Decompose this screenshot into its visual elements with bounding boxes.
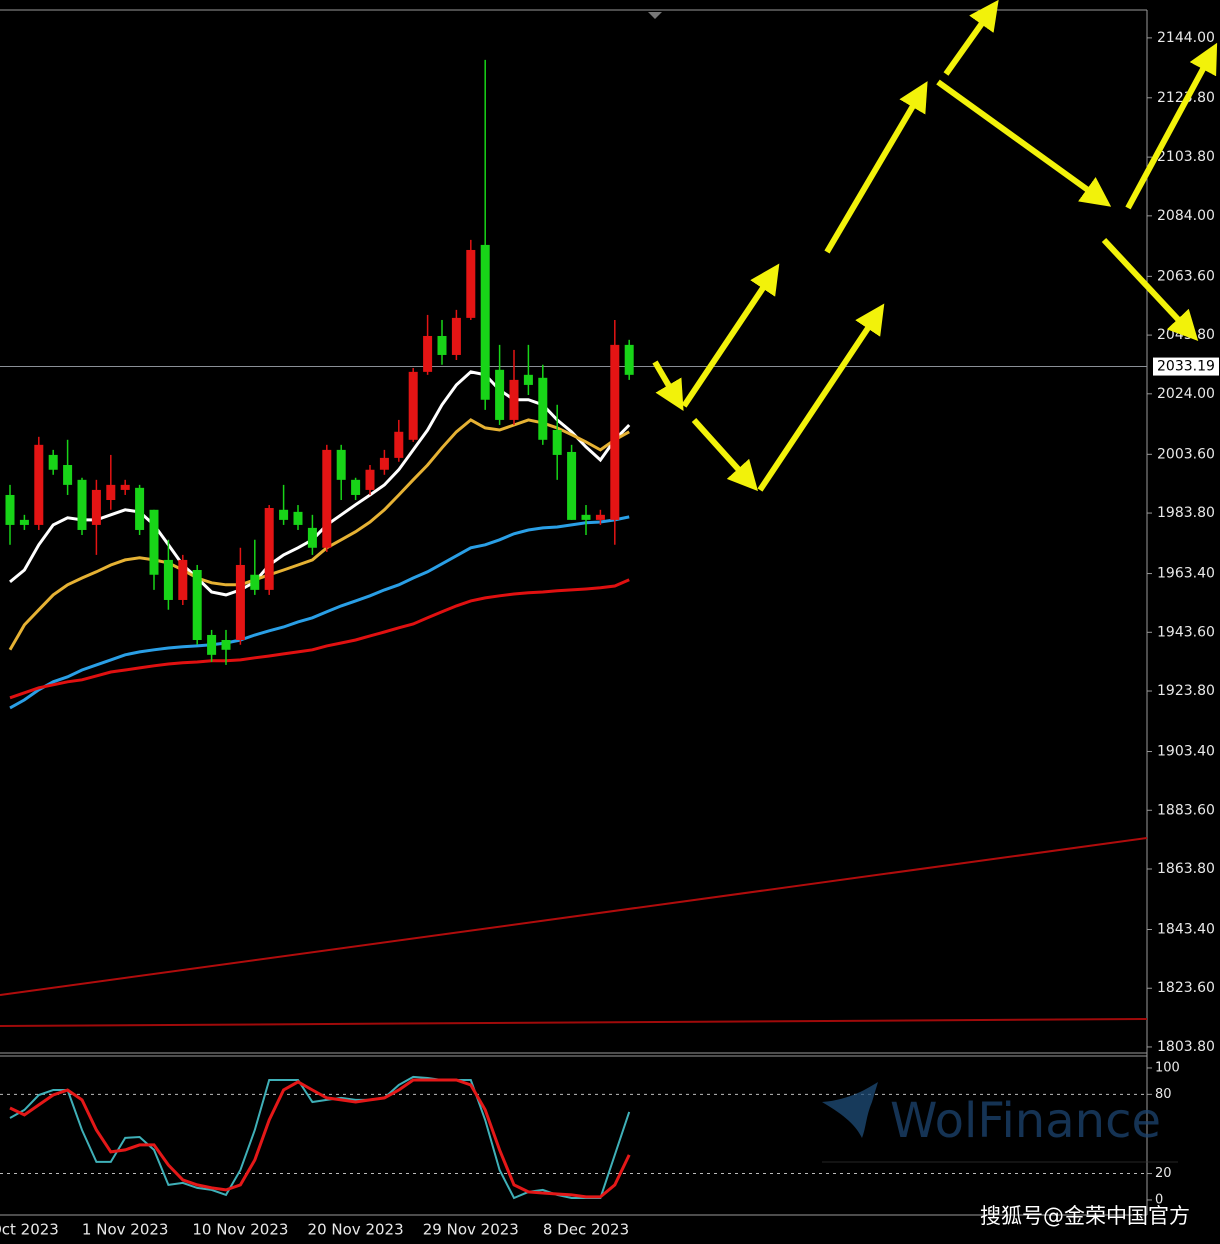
arrow: [757, 303, 885, 492]
last-price-label: 2033.19: [1157, 359, 1215, 375]
shift-marker: [648, 12, 662, 19]
y-tick-label: 80: [1155, 1087, 1172, 1102]
candle-body: [336, 449, 346, 480]
y-tick-label: 1923.80: [1157, 683, 1215, 699]
candle-body: [293, 511, 303, 525]
y-tick-label: 2084.00: [1157, 208, 1215, 224]
candle-body: [466, 249, 476, 318]
long-ma-line: [0, 1018, 1148, 1027]
x-tick-label: 1 Nov 2023: [82, 1221, 169, 1239]
candle-body: [552, 430, 562, 455]
candle-body: [264, 508, 274, 590]
candle-body: [235, 564, 245, 641]
candle-body: [624, 344, 634, 375]
y-tick-label: 2063.60: [1157, 268, 1215, 284]
y-tick-label: 2103.80: [1157, 149, 1215, 165]
forecast-arrows: [652, 0, 1218, 492]
trend-line: [0, 837, 1148, 996]
y-tick-label: 1943.60: [1157, 624, 1215, 640]
candle-body: [595, 514, 605, 520]
y-tick-label: 1883.60: [1157, 802, 1215, 818]
candle-body: [135, 487, 145, 530]
x-tick-label: 20 Nov 2023: [308, 1221, 404, 1239]
arrow: [691, 417, 759, 492]
moving-average: [9, 370, 631, 597]
y-tick-label: 1963.40: [1157, 566, 1215, 582]
candle-body: [423, 335, 433, 372]
candle-body: [451, 317, 461, 355]
candle-body: [495, 369, 505, 420]
candle-body: [34, 444, 44, 525]
watermark: WolFinance: [822, 1082, 1178, 1163]
candle-body: [538, 377, 548, 440]
candle-body: [365, 469, 375, 490]
y-tick-label: 2144.00: [1157, 30, 1215, 46]
watermark-text: WolFinance: [890, 1093, 1161, 1149]
candle-body: [610, 344, 620, 520]
watermark-logo: [822, 1082, 878, 1138]
arrow: [1125, 42, 1218, 210]
credit: 搜狐号@金荣中国官方: [980, 1204, 1190, 1228]
y-tick-label: 1983.80: [1157, 505, 1215, 521]
candle-body: [307, 527, 317, 548]
oscillator-line: [9, 1078, 631, 1199]
candle-body: [178, 559, 188, 600]
oscillator-line: [9, 1075, 631, 1200]
candle-body: [394, 431, 404, 458]
candle-body: [279, 509, 289, 520]
x-tick-label: 8 Dec 2023: [543, 1221, 629, 1239]
arrow: [943, 0, 999, 76]
candle-body: [106, 484, 116, 501]
arrow: [936, 79, 1112, 207]
y-tick-label: 1843.40: [1157, 921, 1215, 937]
last-price-box: [1153, 357, 1219, 376]
candle-body: [221, 640, 231, 650]
candle-body: [63, 465, 73, 485]
candle-body: [19, 519, 29, 525]
y-tick-label: 1823.60: [1157, 980, 1215, 996]
candle-body: [5, 494, 15, 525]
candle-body: [509, 379, 519, 420]
candle-body: [480, 244, 490, 400]
candle-body: [437, 335, 447, 355]
arrow: [652, 360, 684, 411]
candle-body: [567, 451, 577, 520]
candle-body: [48, 454, 58, 470]
arrow: [681, 263, 780, 408]
y-tick-label: 1863.80: [1157, 861, 1215, 877]
candle-body: [379, 457, 389, 470]
candle-body: [408, 371, 418, 440]
arrow: [1101, 237, 1199, 341]
candle-body: [77, 479, 87, 530]
candle-body: [581, 514, 591, 520]
candle-body: [163, 559, 173, 600]
candle-body: [149, 509, 159, 575]
arrow: [824, 81, 928, 254]
candle-body: [250, 574, 260, 590]
y-tick-label: 1803.80: [1157, 1039, 1215, 1055]
moving-average: [8, 418, 630, 651]
candle-body: [351, 479, 361, 495]
y-tick-label: 2024.00: [1157, 386, 1215, 402]
x-tick-label: 10 Nov 2023: [192, 1221, 288, 1239]
moving-average: [9, 578, 630, 700]
y-tick-label: 1903.40: [1157, 744, 1215, 760]
moving-average: [9, 515, 630, 710]
x-tick-label: Oct 2023: [0, 1221, 59, 1239]
y-tick-label: 100: [1155, 1060, 1180, 1075]
candle-body: [207, 634, 217, 655]
candle-body: [91, 489, 101, 525]
candle-body: [523, 374, 533, 385]
candle-body: [120, 484, 130, 490]
x-tick-label: 29 Nov 2023: [423, 1221, 519, 1239]
y-tick-label: 0: [1155, 1192, 1163, 1207]
candle-body: [322, 449, 332, 548]
candle-body: [192, 570, 202, 641]
y-tick-label: 20: [1155, 1166, 1172, 1181]
y-tick-label: 2003.60: [1157, 446, 1215, 462]
